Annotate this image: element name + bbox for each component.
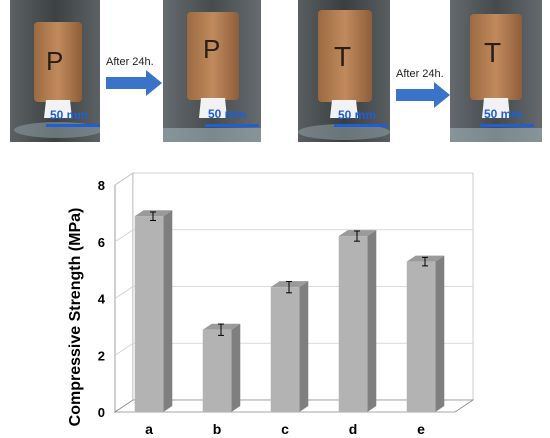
bar	[338, 236, 368, 412]
scale-bar	[480, 124, 534, 127]
photo-sample-t-before: T 50 mm	[298, 0, 390, 142]
y-tick-label: 2	[98, 348, 105, 363]
scale-label: 50 mm	[208, 107, 246, 121]
scale-label: 50 mm	[338, 108, 376, 122]
x-tick-label: b	[213, 421, 222, 437]
bar-side	[367, 230, 377, 412]
bar-side	[163, 210, 173, 412]
scale-bar	[205, 124, 259, 127]
sample-letter: T	[484, 37, 501, 68]
photo-sample-t-after: T 50 mm	[450, 0, 542, 142]
bar-side	[231, 323, 241, 412]
photo-sample-p-after: P 50 mm	[163, 0, 261, 142]
sample-letter: T	[334, 41, 351, 72]
sample-letter: P	[46, 46, 63, 76]
scale-label: 50 mm	[50, 108, 88, 122]
x-tick-label: a	[145, 421, 153, 437]
x-tick-label: c	[281, 421, 289, 437]
x-tick-label: e	[417, 421, 425, 437]
gridline	[114, 172, 473, 186]
bar-side	[435, 255, 445, 412]
bar	[202, 329, 232, 412]
scale-bar	[334, 124, 388, 127]
bar	[406, 261, 436, 412]
arrow-label: After 24h.	[396, 68, 444, 80]
y-tick-label: 8	[98, 178, 105, 193]
y-tick-label: 6	[98, 235, 105, 250]
y-tick-label: 4	[98, 292, 106, 307]
y-axis-label: Compressive Strength (MPa)	[67, 208, 84, 427]
sample-letter: P	[203, 34, 220, 64]
compressive-strength-chart: Compressive Strength (MPa) 0 2 4 6 8 a b c d e	[67, 172, 475, 437]
arrow-after-24h-1: After 24h.	[106, 56, 162, 96]
x-tick-label: d	[349, 421, 358, 437]
bar	[134, 216, 164, 412]
bar	[270, 287, 300, 412]
arrow-after-24h-2: After 24h.	[396, 68, 450, 108]
scale-bar	[46, 124, 100, 127]
scale-label: 50 mm	[484, 107, 522, 121]
gridline	[114, 229, 473, 243]
bar-side	[299, 281, 309, 412]
arrow-label: After 24h.	[106, 56, 154, 68]
photo-sample-p-before: P 50 mm	[10, 0, 100, 142]
y-tick-label: 0	[98, 405, 105, 420]
